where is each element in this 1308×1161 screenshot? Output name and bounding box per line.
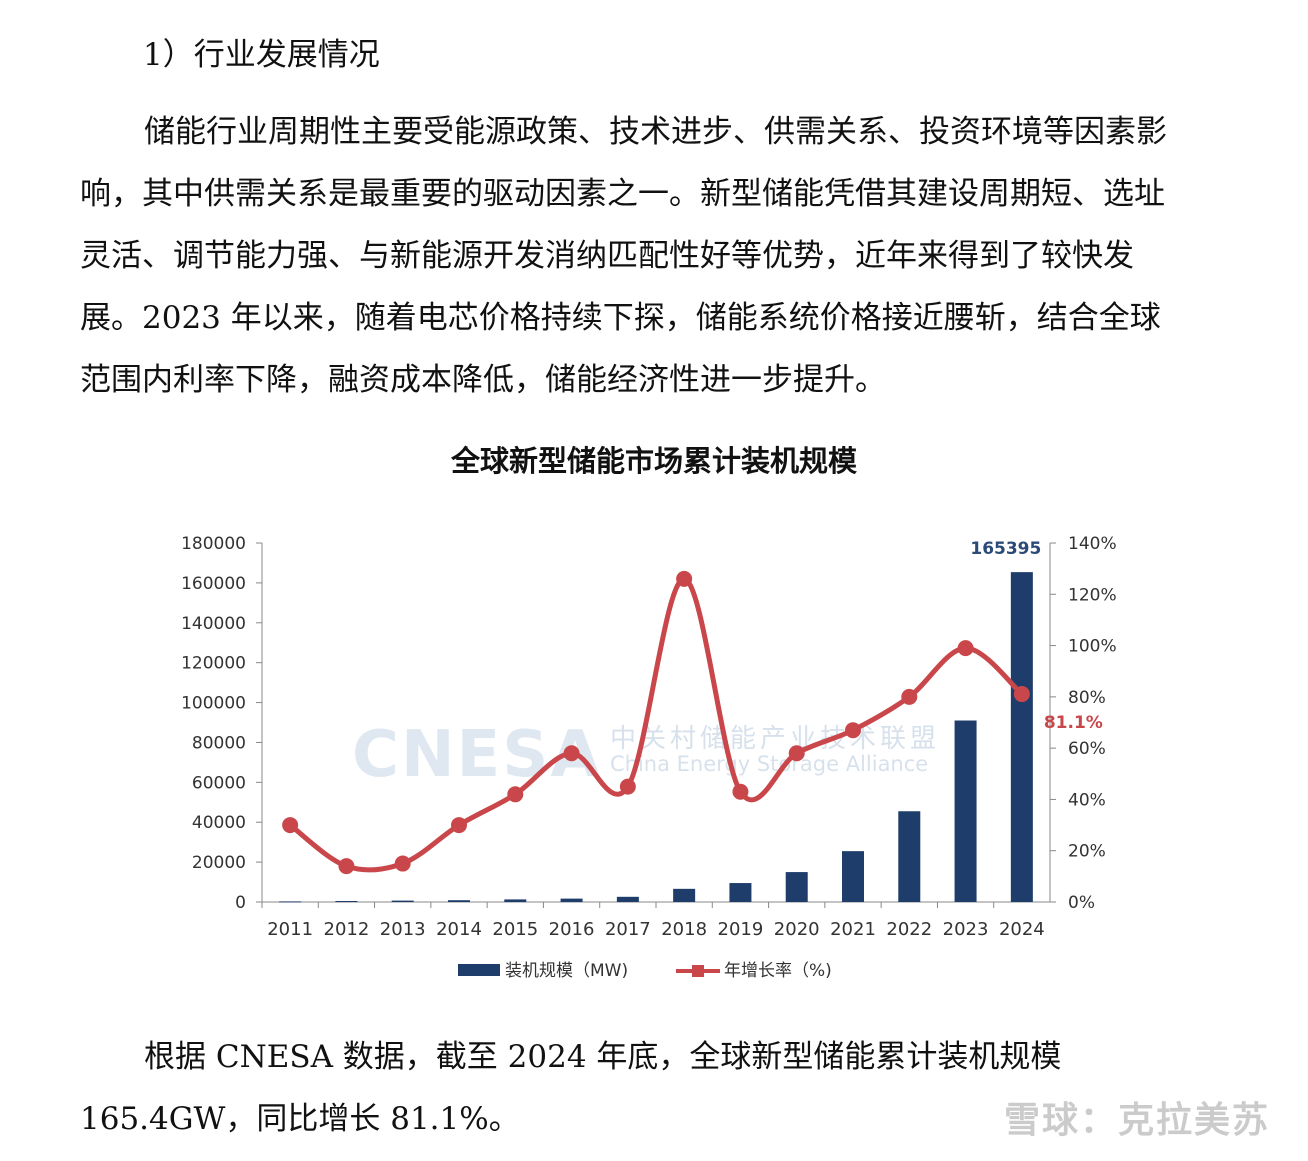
growth-rate-point	[732, 783, 749, 800]
left-tick-label: 40000	[192, 813, 246, 833]
bar	[504, 899, 527, 902]
x-tick-label: 2022	[886, 919, 932, 940]
left-tick-label: 20000	[192, 853, 246, 873]
left-tick-label: 180000	[181, 534, 246, 554]
legend-bar-label: 装机规模（MW)	[505, 961, 628, 981]
footer-watermark: 雪球：克拉美苏	[1003, 1100, 1270, 1141]
bar	[391, 900, 414, 902]
bar	[279, 901, 302, 903]
bar	[785, 872, 808, 902]
x-tick-label: 2024	[999, 919, 1045, 940]
x-tick-label: 2020	[774, 919, 820, 940]
growth-rate-line	[288, 576, 1024, 873]
growth-rate-point	[957, 640, 974, 657]
growth-rate-point	[619, 778, 636, 795]
x-tick-label: 2011	[267, 919, 313, 940]
x-tick-label: 2012	[324, 919, 370, 940]
paragraph-conclusion: 根据 CNESA 数据，截至 2024 年底，全球新型储能累计装机规模 165.…	[80, 1039, 1062, 1137]
growth-rate-point	[394, 855, 411, 872]
x-tick-label: 2018	[661, 919, 707, 940]
left-tick-label: 140000	[181, 614, 246, 634]
x-tick-label: 2017	[605, 919, 651, 940]
bar	[954, 720, 977, 902]
growth-rate-point	[676, 570, 693, 587]
section-heading: 1）行业发展情况	[143, 37, 380, 73]
x-tick-label: 2019	[718, 919, 764, 940]
right-tick-label: 40%	[1068, 790, 1106, 810]
growth-rate-point	[901, 688, 918, 705]
growth-rate-point	[788, 745, 805, 762]
growth-rate-point	[845, 722, 861, 739]
left-tick-label: 80000	[192, 733, 246, 753]
cnesa-watermark-logo: CNESA	[352, 718, 602, 792]
paragraph-intro: 储能行业周期性主要受能源政策、技术进步、供需关系、投资环境等因素影响，其中供需关…	[80, 114, 1167, 398]
bar	[729, 883, 752, 902]
growth-rate-point	[563, 745, 580, 762]
cnesa-watermark-en: China Energy Storage Alliance	[610, 752, 929, 776]
bar	[898, 811, 921, 902]
right-tick-label: 0%	[1068, 893, 1095, 913]
cnesa-watermark-cn: 中关村储能产业技术联盟	[610, 724, 941, 754]
bar	[560, 898, 583, 902]
left-tick-label: 100000	[181, 694, 246, 714]
left-tick-label: 0	[235, 893, 246, 913]
x-tick-label: 2013	[380, 919, 426, 940]
x-tick-label: 2014	[436, 919, 482, 940]
x-tick-label: 2021	[830, 919, 876, 940]
bar	[616, 896, 639, 902]
x-tick-label: 2016	[549, 919, 595, 940]
bar	[673, 888, 696, 902]
chart-canvas: 0 20000 40000 60000 80000 100000 120000 140000 1…	[181, 534, 1117, 981]
x-tick-label: 2015	[492, 919, 538, 940]
legend-line-marker	[692, 965, 704, 977]
right-tick-label: 140%	[1068, 534, 1117, 554]
legend-bar-swatch	[458, 964, 500, 976]
growth-rate-point	[451, 817, 467, 834]
bar	[1010, 572, 1033, 902]
legend-line-label: 年增长率（%)	[724, 961, 832, 981]
growth-rate-point	[1013, 686, 1030, 703]
right-tick-label: 100%	[1068, 637, 1117, 657]
growth-rate-point	[282, 817, 299, 834]
right-tick-label: 60%	[1068, 739, 1106, 759]
line-value-label: 81.1%	[1044, 713, 1103, 733]
right-tick-label: 120%	[1068, 585, 1117, 605]
left-tick-label: 120000	[181, 654, 246, 674]
x-tick-label: 2023	[943, 919, 989, 940]
left-tick-label: 160000	[181, 574, 246, 594]
chart-title: 全球新型储能市场累计装机规模	[450, 444, 857, 478]
right-tick-label: 80%	[1068, 688, 1106, 708]
bar	[842, 851, 864, 902]
growth-rate-point	[338, 858, 355, 875]
bar-value-label: 165395	[970, 539, 1041, 559]
bar	[448, 900, 470, 902]
growth-rate-point	[507, 786, 524, 803]
bar	[335, 901, 358, 903]
right-tick-label: 20%	[1068, 842, 1106, 862]
left-tick-label: 60000	[192, 773, 246, 793]
